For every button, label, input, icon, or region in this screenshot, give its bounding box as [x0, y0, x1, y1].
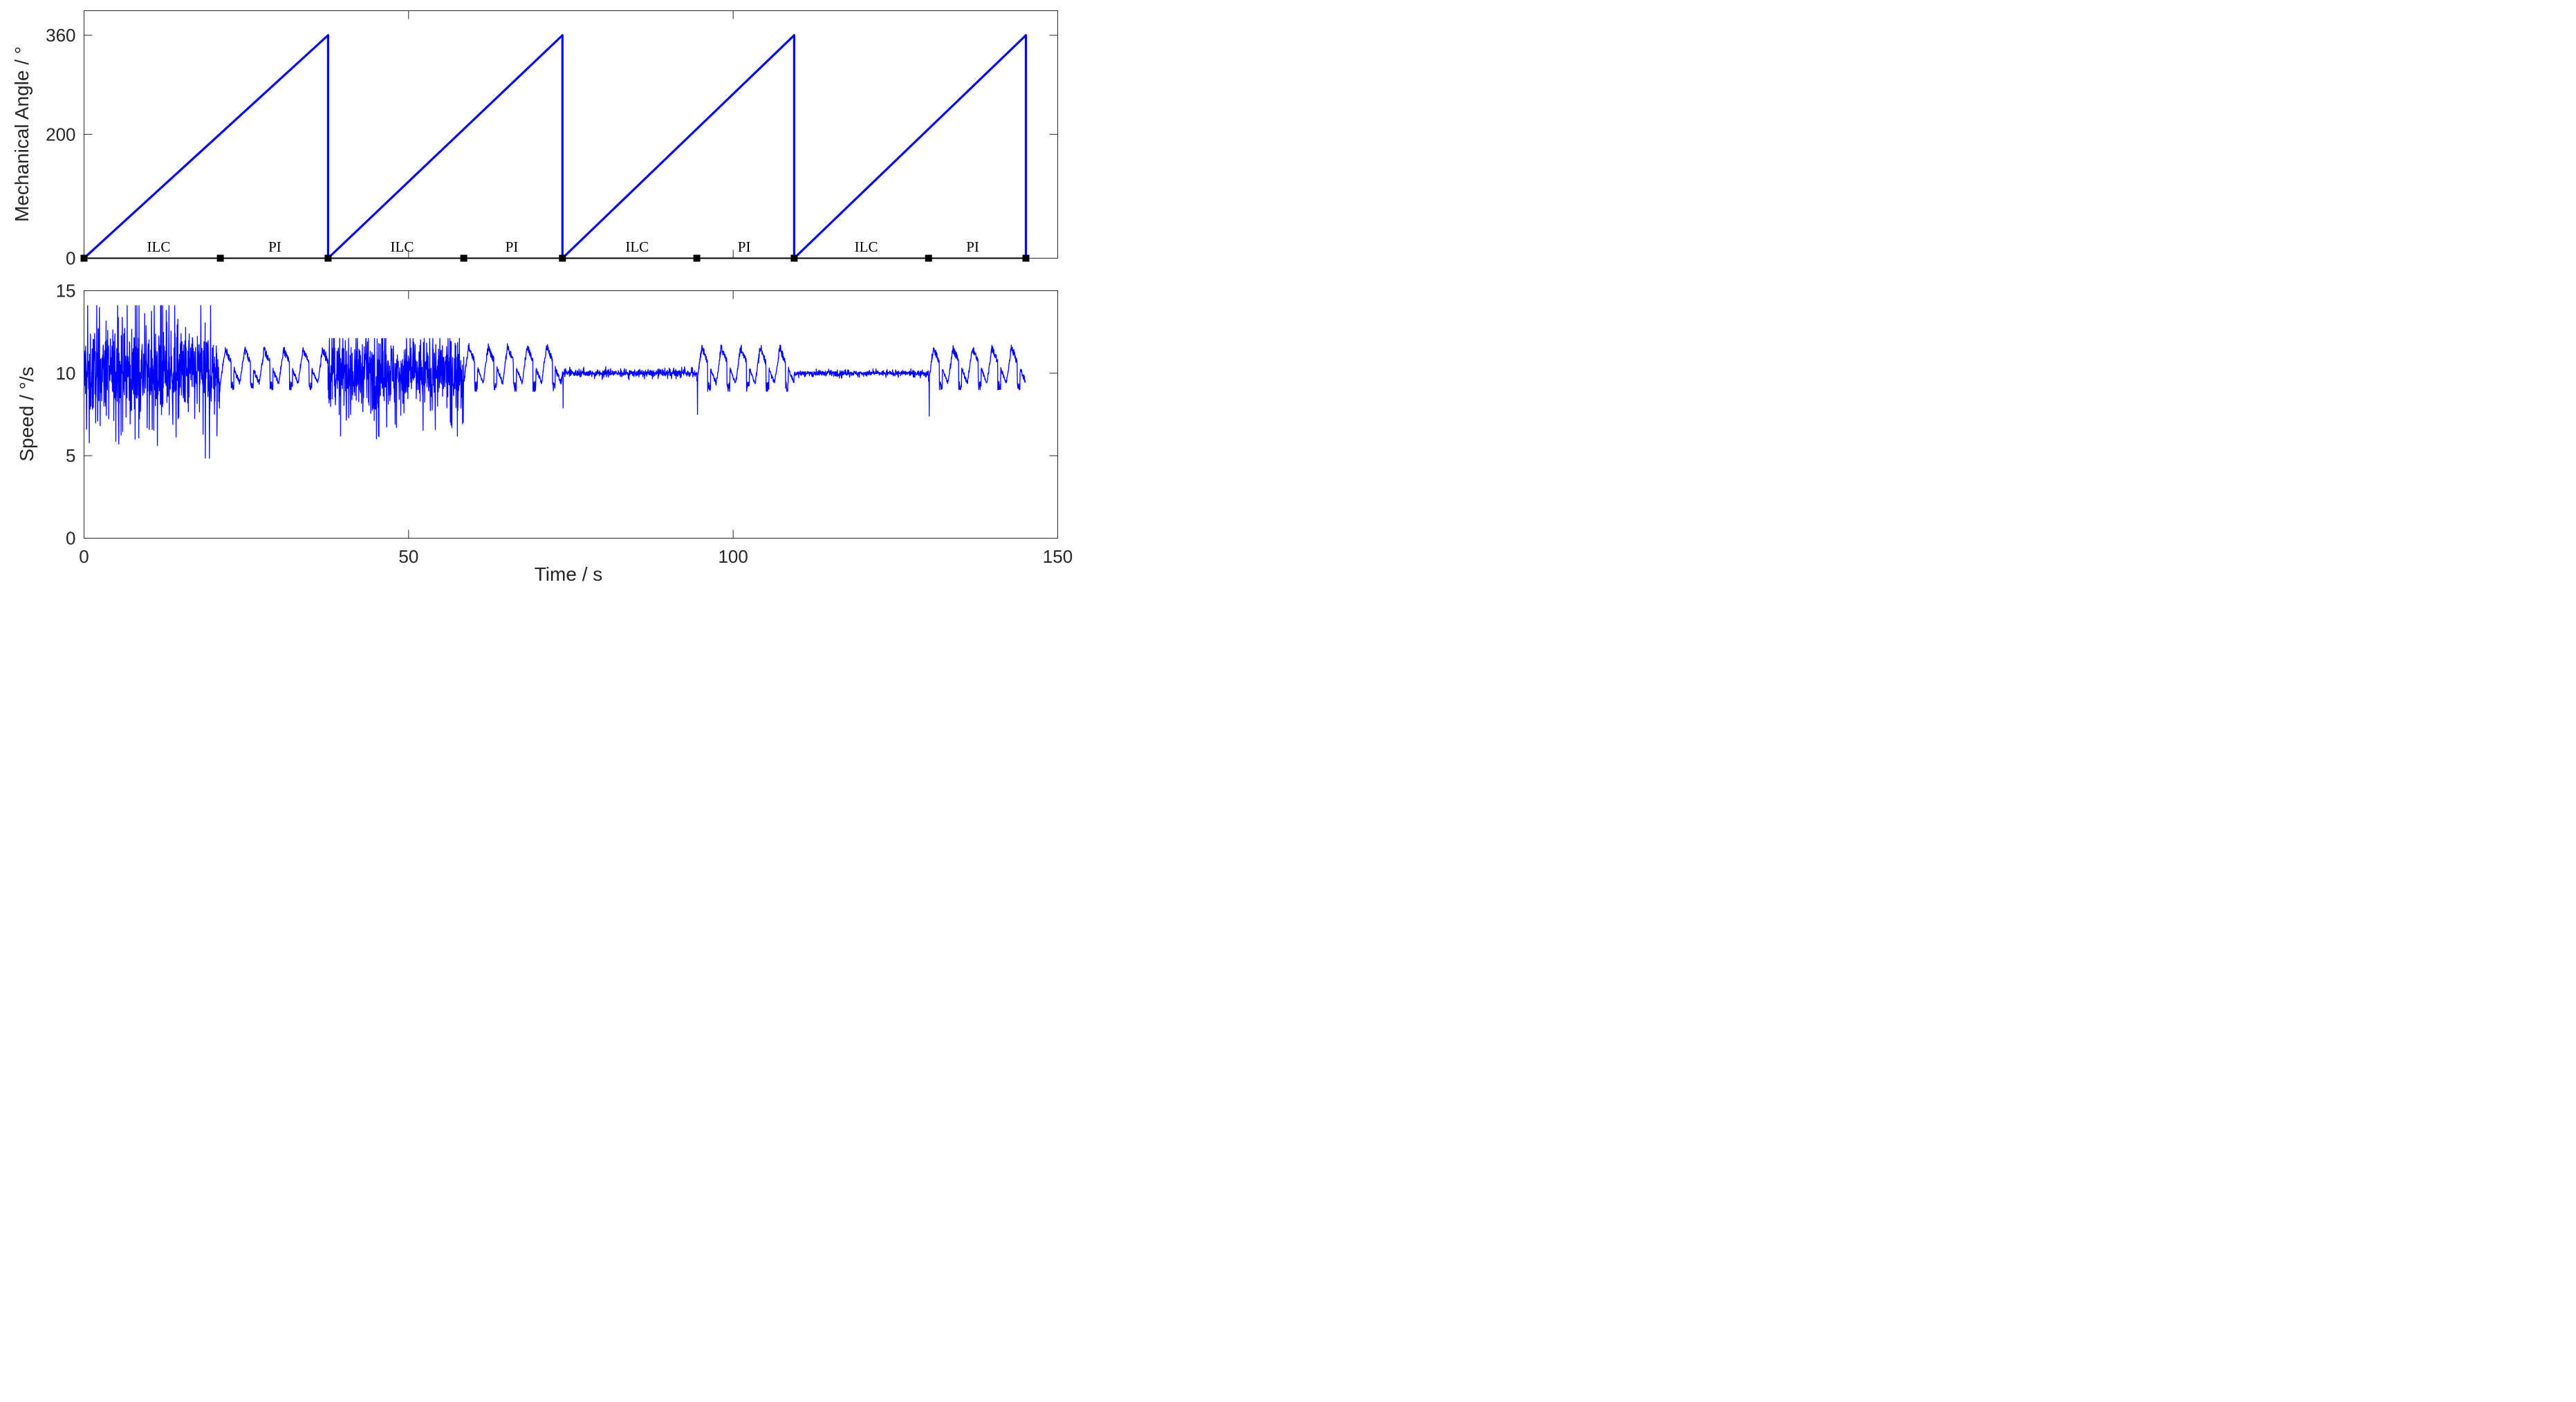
speed-y-tick-label: 0: [66, 528, 75, 549]
segment-label: PI: [738, 239, 751, 255]
speed-x-tick-label: 150: [1043, 546, 1073, 567]
speed-y-axis-label: Speed / °/s: [16, 366, 37, 461]
angle-y-tick-label: 360: [46, 25, 75, 46]
angle-y-tick-label: 200: [46, 124, 75, 144]
speed-series-line: [83, 305, 1026, 459]
segment-label: PI: [966, 239, 979, 255]
segment-marker: [559, 254, 566, 262]
segment-marker: [790, 254, 798, 262]
angle-y-tick-label: 0: [66, 248, 75, 269]
segment-label: ILC: [855, 239, 878, 255]
segment-marker: [460, 254, 467, 262]
segment-marker: [693, 254, 701, 262]
angle-y-axis-label: Mechanical Angle / °: [11, 46, 33, 222]
speed-y-tick-label: 10: [56, 363, 76, 384]
segment-marker: [80, 254, 88, 262]
segment-label: ILC: [625, 239, 649, 255]
speed-y-tick-label: 15: [56, 281, 76, 301]
speed-axes-box: [84, 290, 1058, 539]
segment-marker: [1022, 254, 1030, 262]
angle-axes-box: [84, 10, 1058, 259]
speed-y-tick-label: 5: [66, 445, 75, 466]
segment-marker: [324, 254, 332, 262]
speed-x-ticks: 0 50 100 150: [79, 290, 1073, 567]
segment-marker: [216, 254, 224, 262]
segment-label: PI: [268, 239, 281, 255]
speed-plot-area: [83, 305, 1026, 459]
speed-y-ticks: 0 5 10 15: [56, 281, 1058, 549]
speed-x-tick-label: 50: [398, 546, 418, 567]
segment-label: ILC: [391, 239, 414, 255]
angle-y-ticks: 0 200 360: [46, 25, 1058, 269]
speed-axes: 0 5 10 15 0 50 100 150 Speed / °/s Time / s: [16, 281, 1073, 586]
segment-label: PI: [506, 239, 519, 255]
angle-plot-area: ILC PI ILC PI ILC PI ILC PI: [80, 34, 1030, 262]
speed-x-tick-label: 0: [79, 546, 89, 567]
segment-label: ILC: [147, 239, 171, 255]
segment-marker: [925, 254, 932, 262]
speed-x-tick-label: 100: [718, 546, 748, 567]
x-axis-label: Time / s: [535, 563, 603, 585]
